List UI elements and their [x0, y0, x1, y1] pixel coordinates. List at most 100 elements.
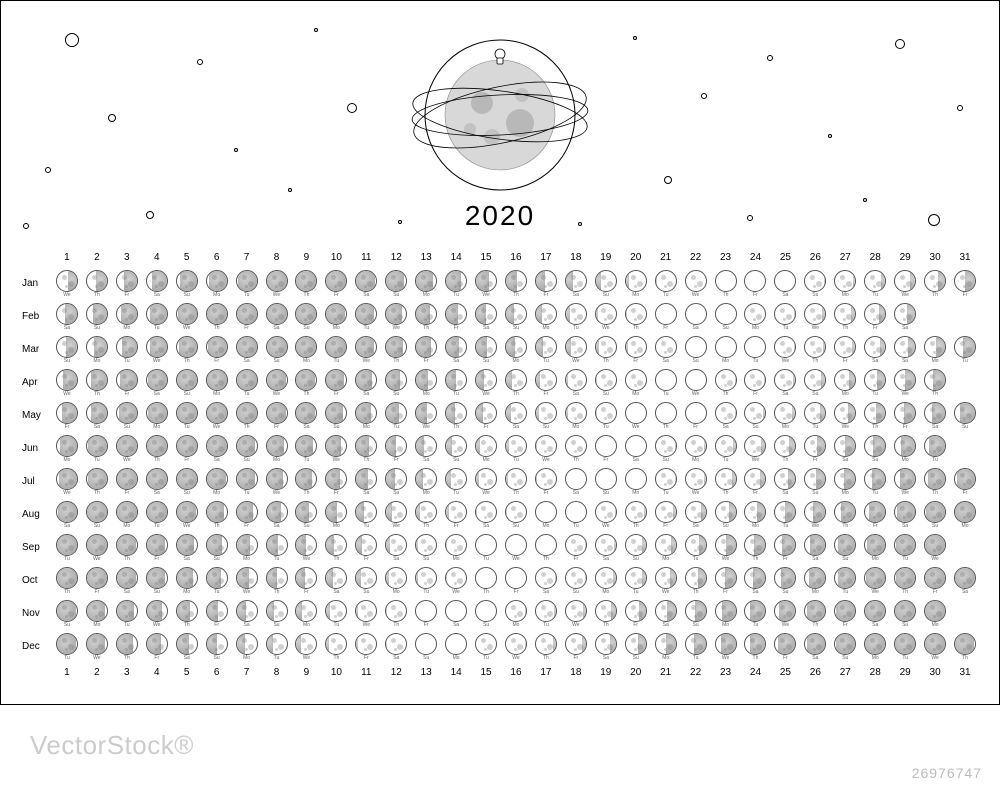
day-of-week: Sa — [872, 623, 878, 628]
moon-phase-icon — [56, 534, 78, 556]
moon-phase-icon — [415, 336, 437, 358]
day-cell: Su — [202, 534, 232, 562]
day-cell: Th — [112, 534, 142, 562]
moon-phase-icon — [325, 435, 347, 457]
day-cell: Sa — [920, 402, 950, 430]
moon-phase-icon — [385, 600, 407, 622]
day-number: 3 — [112, 667, 142, 678]
day-cell: Mo — [621, 468, 651, 496]
day-number: 23 — [711, 667, 741, 678]
day-of-week: Mo — [423, 392, 430, 397]
day-cell: Th — [52, 567, 82, 595]
day-of-week: We — [692, 392, 699, 397]
day-of-week: Tu — [543, 623, 549, 628]
day-of-week: Sa — [693, 326, 699, 331]
moon-phase-icon — [206, 435, 228, 457]
day-of-week: Su — [94, 524, 100, 529]
day-cell: We — [770, 336, 800, 364]
day-of-week: Fr — [424, 623, 429, 628]
day-number: 21 — [651, 667, 681, 678]
day-of-week: We — [901, 293, 908, 298]
moon-phase-icon — [774, 468, 796, 490]
day-of-week: Su — [154, 590, 160, 595]
day-cell: We — [52, 369, 82, 397]
moon-phase-icon — [385, 501, 407, 523]
day-of-week: Sa — [693, 524, 699, 529]
day-of-week: Sa — [483, 326, 489, 331]
moon-phase-icon — [954, 402, 976, 424]
day-of-week: Fr — [154, 557, 159, 562]
day-of-week: Fr — [963, 491, 968, 496]
day-of-week: Fr — [214, 359, 219, 364]
day-number: 5 — [172, 667, 202, 678]
day-cell: Tu — [232, 270, 262, 298]
day-cell: Sa — [232, 600, 262, 628]
day-of-week: Su — [214, 557, 220, 562]
day-of-week: Tu — [573, 524, 579, 529]
day-of-week: We — [692, 293, 699, 298]
day-cell: We — [741, 435, 771, 463]
day-cell: Su — [291, 501, 321, 529]
day-cell: Fr — [172, 435, 202, 463]
day-cell: Th — [202, 303, 232, 331]
day-cell: We — [711, 534, 741, 562]
day-cell: Tu — [561, 303, 591, 331]
day-of-week: Su — [393, 392, 399, 397]
day-cell: Th — [172, 600, 202, 628]
moon-phase-icon — [834, 600, 856, 622]
day-cell: Su — [232, 435, 262, 463]
day-cell: Mo — [202, 270, 232, 298]
day-cell: Fr — [232, 501, 262, 529]
day-of-week: Th — [543, 557, 549, 562]
day-of-week: Su — [633, 557, 639, 562]
day-of-week: We — [273, 293, 280, 298]
day-cell: Sa — [591, 633, 621, 661]
moon-phase-icon — [954, 567, 976, 589]
day-of-week: Mo — [632, 491, 639, 496]
moon-phase-icon — [924, 600, 946, 622]
day-of-week: We — [872, 590, 879, 595]
day-of-week: Sa — [663, 359, 669, 364]
moon-phase-icon — [774, 402, 796, 424]
moon-phase-icon — [295, 468, 317, 490]
day-of-week: Mo — [632, 392, 639, 397]
day-of-week: Th — [872, 425, 878, 430]
day-of-week: Th — [244, 425, 250, 430]
day-number: 20 — [621, 252, 651, 263]
day-cell: Sa — [800, 534, 830, 562]
moon-phase-icon — [924, 468, 946, 490]
day-cell: Th — [501, 270, 531, 298]
moon-phase-icon — [325, 402, 347, 424]
day-cell: We — [82, 534, 112, 562]
day-of-week: Su — [722, 326, 728, 331]
moon-phase-icon — [445, 336, 467, 358]
day-of-week: Su — [902, 359, 908, 364]
day-of-week: Sa — [573, 491, 579, 496]
day-number: 26 — [800, 667, 830, 678]
day-cell: Mo — [920, 600, 950, 628]
day-cell: Sa — [351, 468, 381, 496]
moon-phase-icon — [325, 633, 347, 655]
day-cell: Tu — [501, 435, 531, 463]
day-of-week: Su — [513, 326, 519, 331]
moon-phase-icon — [715, 633, 737, 655]
day-cell: Mo — [202, 468, 232, 496]
day-of-week: Th — [363, 458, 369, 463]
moon-phase-icon — [804, 600, 826, 622]
day-of-week: Mo — [842, 392, 849, 397]
day-of-week: Sa — [902, 326, 908, 331]
day-cell: Tu — [651, 270, 681, 298]
day-of-week: Su — [932, 524, 938, 529]
day-cell: We — [172, 501, 202, 529]
day-cell: Tu — [471, 534, 501, 562]
day-of-week: Tu — [902, 557, 908, 562]
day-of-week: Tu — [962, 359, 968, 364]
day-cell: Th — [411, 501, 441, 529]
day-of-week: Sa — [423, 458, 429, 463]
day-of-week: Sa — [812, 656, 818, 661]
day-cell: We — [800, 501, 830, 529]
day-of-week: Mo — [932, 359, 939, 364]
month-label: Feb — [20, 311, 52, 322]
day-of-week: Th — [932, 293, 938, 298]
day-cell: Sa — [202, 435, 232, 463]
